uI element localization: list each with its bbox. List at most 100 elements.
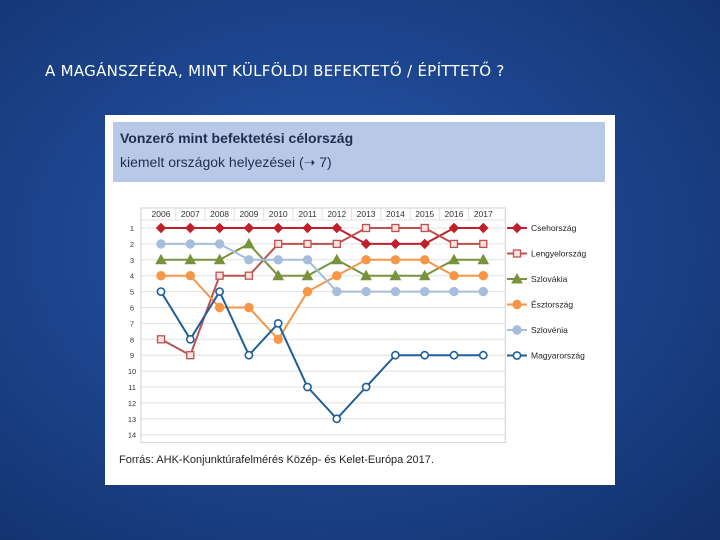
x-tick-label: 2008: [210, 209, 229, 219]
marker-esztorszag: [302, 286, 313, 297]
marker-esztorszag: [449, 271, 459, 281]
marker-szlovenia: [420, 286, 430, 297]
y-tick-label: 13: [128, 415, 136, 424]
marker-esztorszag: [361, 255, 371, 265]
marker-esztorszag: [273, 334, 283, 345]
marker-lengyelorszag: [479, 239, 488, 249]
marker-szlovakia: [184, 253, 197, 265]
marker-szlovakia: [213, 253, 226, 265]
y-tick-label: 7: [130, 319, 134, 328]
y-tick-label: 5: [130, 288, 134, 297]
marker-szlovenia: [244, 255, 254, 265]
chart-subtitle: kiemelt országok helyezései (➝ 7): [120, 154, 332, 170]
marker-csehorszag: [419, 238, 430, 250]
chart-panel: Vonzerő mint befektetési célország kieme…: [105, 115, 615, 485]
slide-title: A MAGÁNSZFÉRA, MINT KÜLFÖLDI BEFEKTETŐ /…: [45, 62, 505, 80]
marker-magyarorszag: [420, 350, 430, 360]
marker-lengyelorszag: [215, 271, 224, 280]
marker-szlovenia: [478, 286, 488, 297]
y-tick-label: 2: [130, 240, 134, 249]
marker-csehorszag: [302, 222, 313, 234]
marker-esztorszag: [156, 271, 166, 281]
marker-szlovenia: [390, 286, 401, 297]
marker-csehorszag: [360, 238, 372, 250]
marker-szlovakia: [389, 269, 402, 281]
rank-line-chart: 2006 2007 2008 2009 2010 2011 2012 2013 2014 2015…: [128, 207, 587, 444]
marker-csehorszag: [272, 222, 284, 234]
marker-szlovakia: [243, 237, 255, 249]
marker-magyarorszag: [449, 350, 459, 360]
x-tick-label: 2006: [152, 209, 171, 219]
marker-csehorszag: [448, 222, 460, 234]
x-tick-label: 2015: [415, 209, 434, 219]
y-tick-label: 14: [128, 431, 136, 440]
series-line-csehorszag: [161, 227, 484, 245]
marker-lengyelorszag: [303, 239, 312, 249]
y-tick-label: 8: [130, 335, 134, 344]
legend-label-lengyelorszag: Lengyelország: [531, 249, 587, 259]
marker-szlovakia: [418, 269, 431, 281]
x-tick-label: 2009: [239, 209, 258, 219]
source-note: Forrás: AHK-Konjunktúrafelmérés Közép- é…: [119, 454, 434, 466]
y-tick-label: 4: [130, 272, 134, 281]
marker-csehorszag: [155, 222, 167, 234]
marker-lengyelorszag: [391, 223, 400, 233]
marker-szlovakia: [477, 253, 490, 265]
marker-magyarorszag: [156, 287, 166, 296]
series-markers: [155, 222, 490, 424]
series-line-magyarorszag: [160, 289, 484, 421]
series-line-szlovenia: [161, 242, 484, 293]
marker-magyarorszag: [303, 382, 312, 392]
marker-magyarorszag: [215, 287, 224, 296]
marker-magyarorszag: [390, 350, 400, 360]
marker-magyarorszag: [361, 382, 371, 392]
x-tick-label: 2013: [357, 209, 376, 219]
marker-lengyelorszag: [449, 239, 459, 249]
legend-marker-magyarorszag: [512, 351, 522, 360]
y-tick-label: 6: [130, 304, 134, 313]
marker-csehorszag: [331, 222, 343, 234]
legend-label-csehorszag: Csehország: [531, 223, 577, 233]
marker-szlovakia: [301, 269, 314, 281]
marker-lengyelorszag: [332, 239, 341, 249]
marker-szlovenia: [332, 286, 342, 297]
plot-border: [140, 207, 506, 444]
marker-esztorszag: [390, 255, 401, 265]
y-tick-label: 9: [130, 351, 134, 360]
marker-esztorszag: [244, 302, 254, 313]
y-tick-label: 3: [130, 256, 134, 265]
legend-marker-csehorszag: [511, 222, 523, 234]
x-tick-label: 2011: [298, 209, 317, 219]
marker-szlovenia: [156, 239, 166, 249]
marker-lengyelorszag: [244, 271, 254, 280]
marker-esztorszag: [214, 302, 225, 313]
marker-lengyelorszag: [156, 335, 166, 344]
marker-lengyelorszag: [274, 239, 283, 249]
marker-szlovenia: [185, 239, 196, 249]
marker-csehorszag: [185, 222, 196, 234]
x-tick-label: 2012: [327, 209, 346, 219]
marker-magyarorszag: [332, 414, 342, 424]
chart-header: Vonzerő mint befektetési célország kieme…: [113, 122, 605, 182]
y-tick-label: 12: [128, 399, 136, 408]
legend-marker-szlovakia: [511, 272, 523, 284]
marker-lengyelorszag: [420, 223, 429, 233]
marker-szlovakia: [272, 269, 285, 281]
marker-esztorszag: [332, 271, 342, 281]
legend-marker-lengyelorszag: [512, 249, 522, 258]
marker-csehorszag: [214, 222, 225, 234]
legend-label-magyarorszag: Magyarország: [531, 351, 585, 361]
legend-label-szlovakia: Szlovákia: [531, 274, 568, 284]
legend-label-szlovenia: Szlovénia: [531, 325, 568, 335]
marker-esztorszag: [478, 271, 488, 281]
marker-lengyelorszag: [186, 351, 195, 360]
y-tick-label: 1: [130, 224, 134, 233]
marker-csehorszag: [243, 222, 255, 234]
series-line-lengyelorszag: [160, 227, 484, 357]
y-tick-label: 10: [128, 367, 136, 376]
legend: Csehország Lengyelország Szlovákia Észtorsz…: [507, 222, 587, 361]
marker-esztorszag: [420, 255, 430, 265]
marker-magyarorszag: [273, 318, 283, 328]
marker-szlovenia: [361, 286, 371, 297]
